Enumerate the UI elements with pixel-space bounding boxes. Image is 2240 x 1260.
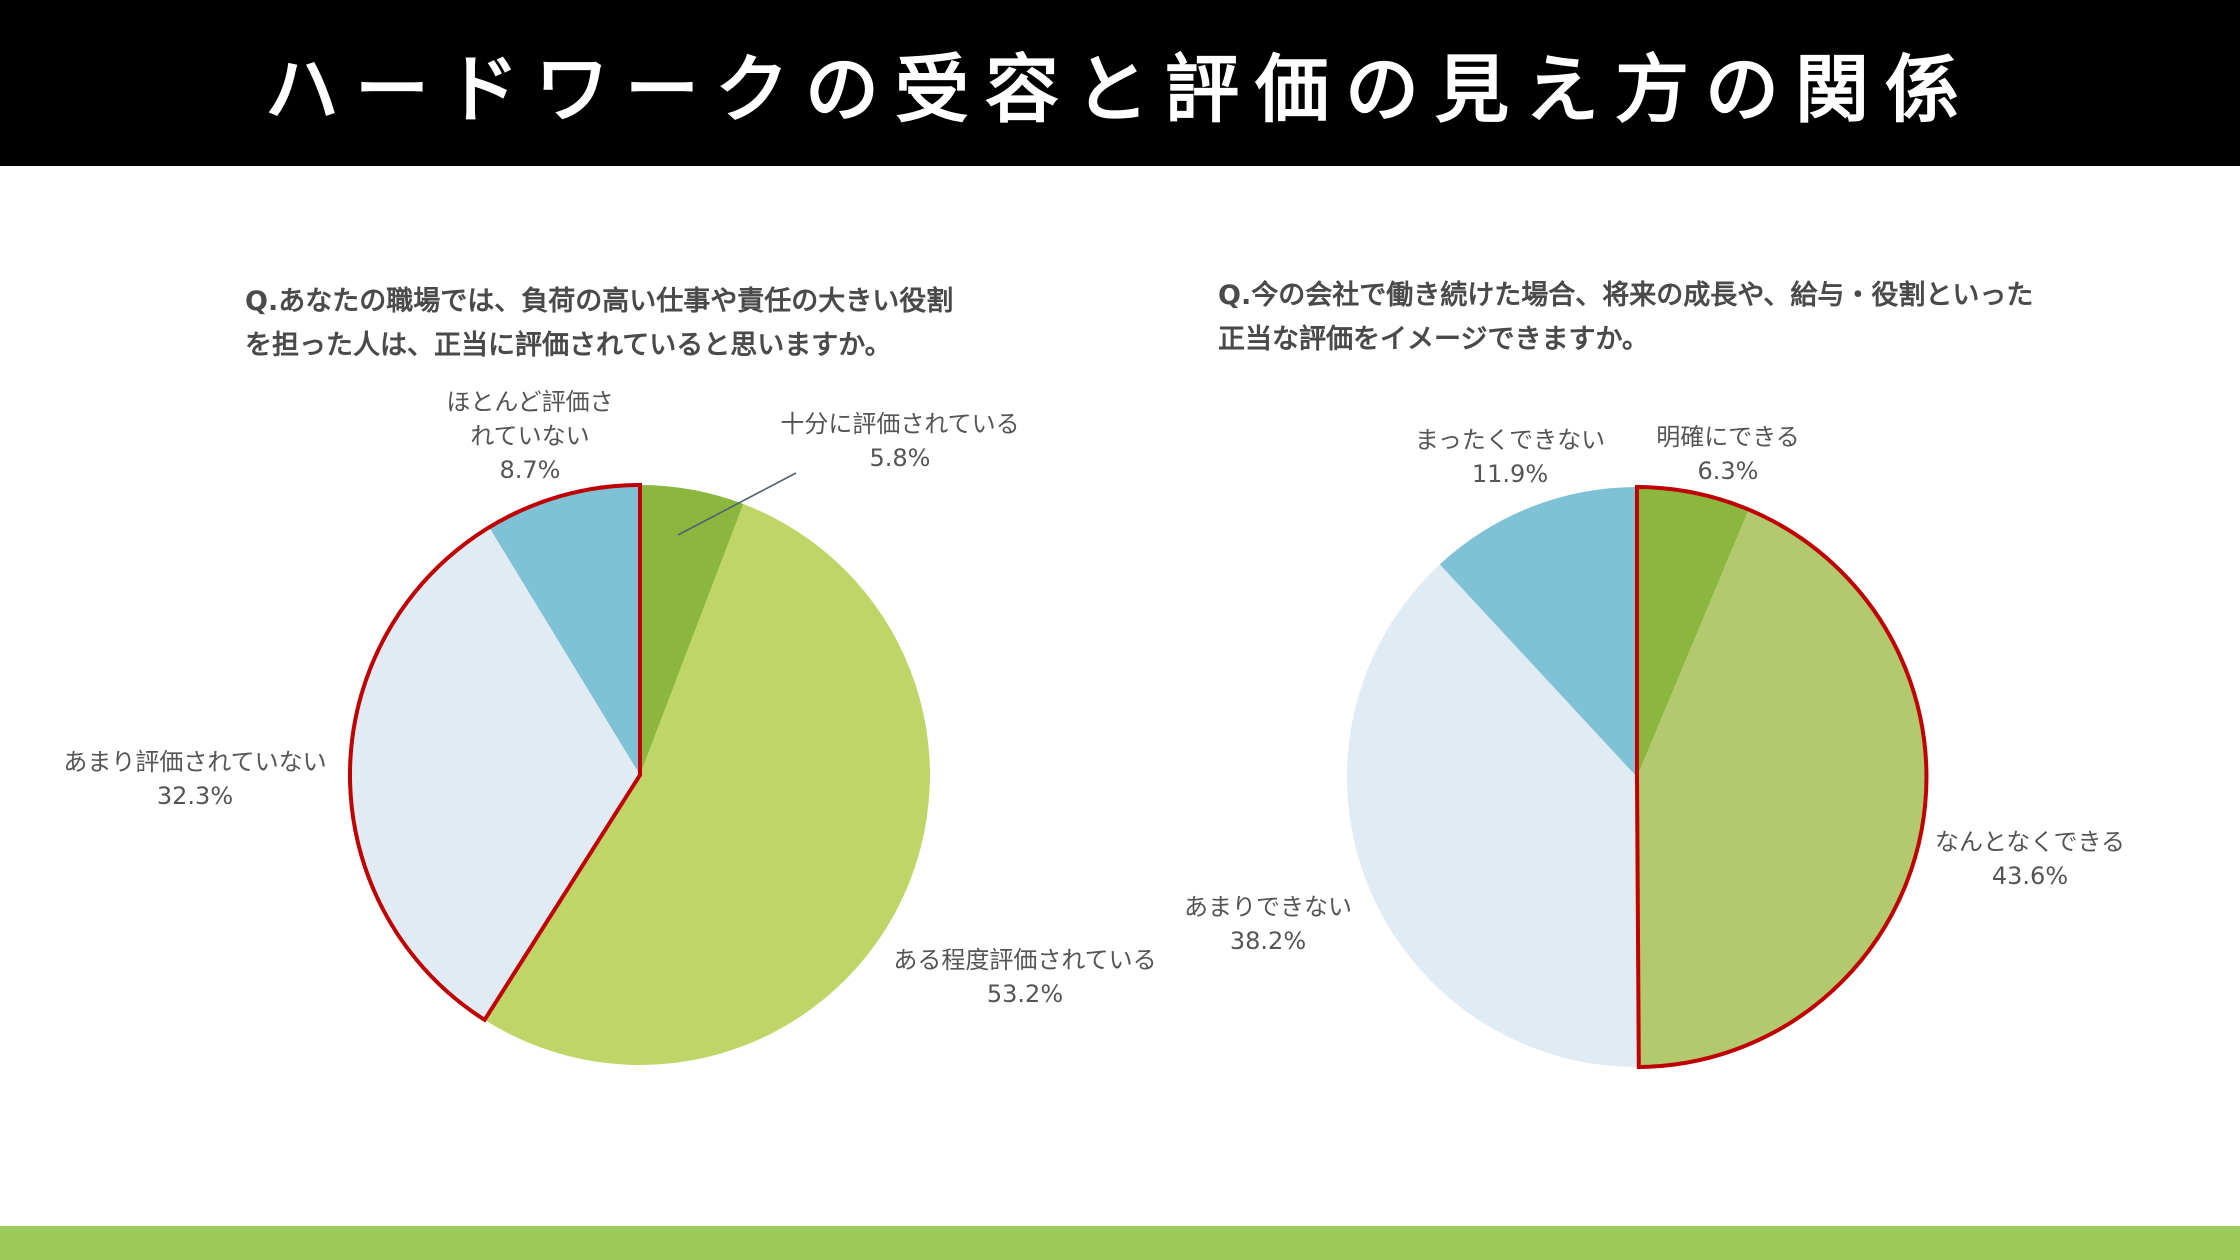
chart2-slice-4	[1439, 487, 1637, 777]
chart1-slice-4	[489, 485, 640, 775]
chart1-slice-4-label: ほとんど評価さ	[446, 388, 613, 416]
chart2-slice-2-value: 43.6%	[1992, 862, 2068, 890]
chart1-slice-1	[640, 484, 744, 775]
chart1-slice-1-label: 十分に評価されている	[780, 410, 1019, 438]
chart1-question: Q.あなたの職場では、負荷の高い仕事や責任の大きい役割 を担った人は、正当に評価…	[245, 280, 953, 368]
chart2-question: Q.今の会社で働き続けた場合、将来の成長や、給与・役割といった 正当な評価をイメ…	[1218, 274, 2033, 362]
chart1-slice-1-value: 5.8%	[870, 444, 931, 472]
chart1-question-line-1: Q.あなたの職場では、負荷の高い仕事や責任の大きい役割	[245, 286, 954, 317]
chart1-slice-2-value: 53.2%	[987, 980, 1063, 1008]
chart2-highlight-outline	[1635, 484, 1929, 1070]
footer-accent-bar	[0, 1226, 2240, 1260]
chart2-slice-3-value: 38.2%	[1230, 927, 1306, 955]
chart2-slice-4-label: まったくできない	[1415, 426, 1605, 454]
chart2-slice-3-label: あまりできない	[1184, 893, 1352, 921]
chart1-slice-2	[484, 504, 930, 1065]
chart2-question-line-2: 正当な評価をイメージできますか。	[1218, 324, 1649, 355]
title-banner: ハードワークの受容と評価の見え方の関係	[0, 0, 2240, 166]
chart2-slice-1-value: 6.3%	[1698, 457, 1759, 485]
chart1-slice-3-value: 32.3%	[157, 782, 233, 810]
chart1-slice-1-leader-line	[677, 472, 797, 536]
chart1-slice-2-label: ある程度評価されている	[893, 946, 1156, 974]
chart2-slice-4-value: 11.9%	[1472, 460, 1548, 488]
chart1-slice-4-value: 8.7%	[500, 456, 561, 484]
chart1-slice-3-label: あまり評価されていない	[63, 748, 326, 776]
chart2-slice-1	[1637, 487, 1749, 777]
chart2-slice-3	[1347, 564, 1639, 1067]
chart2-slice-2	[1637, 509, 1928, 1067]
chart1-question-line-2: を担った人は、正当に評価されていると思いますか。	[245, 330, 892, 361]
chart1-slice-4-label: れていない	[470, 422, 589, 450]
chart2-slice-2-label: なんとなくできる	[1935, 828, 2125, 856]
chart2-slice-1-label: 明確にできる	[1656, 423, 1800, 451]
page-title: ハードワークの受容と評価の見え方の関係	[265, 46, 1975, 133]
chart1-highlight-outline	[348, 482, 642, 1023]
chart2-question-line-1: Q.今の会社で働き続けた場合、将来の成長や、給与・役割といった	[1218, 280, 2034, 311]
chart1-slice-3	[349, 527, 640, 1020]
